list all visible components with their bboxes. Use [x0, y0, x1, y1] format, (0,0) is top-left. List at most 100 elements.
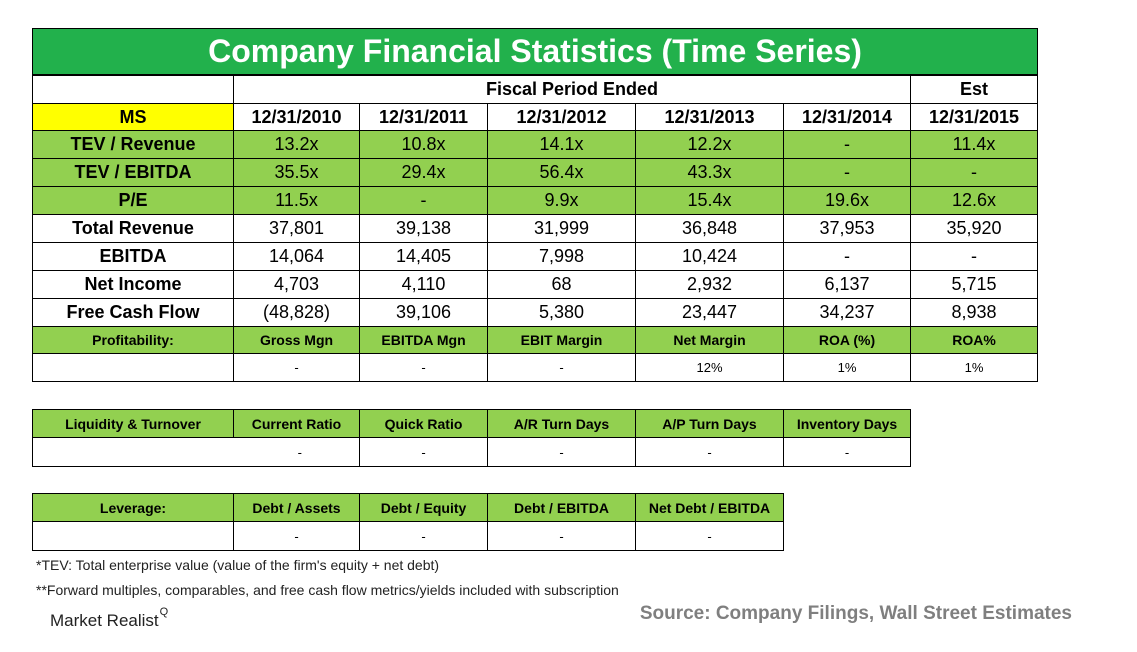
tev-footnote: *TEV: Total enterprise value (value of t…	[36, 557, 440, 573]
leverage-label: Leverage:	[32, 493, 234, 522]
est-header: Est	[909, 74, 1039, 104]
table-cell: -	[487, 437, 636, 467]
leverage-value-row: - - - -	[32, 521, 784, 551]
table-cell: 19.6x	[783, 186, 911, 215]
table-cell: 5,715	[909, 270, 1039, 299]
table-cell: -	[359, 186, 488, 215]
row-label: Net Income	[32, 270, 234, 299]
table-cell: 37,801	[233, 214, 360, 243]
table-cell: (48,828)	[233, 298, 360, 327]
table-cell: 10.8x	[359, 130, 488, 159]
table-cell: 7,998	[487, 242, 636, 271]
table-cell: 12.2x	[635, 130, 784, 159]
table-cell: 11.4x	[909, 130, 1039, 159]
table-cell: 6,137	[783, 270, 911, 299]
column-header: Inventory Days	[783, 409, 911, 438]
table-row: Total Revenue 37,801 39,138 31,999 36,84…	[32, 214, 1039, 243]
table-cell: 14.1x	[487, 130, 636, 159]
table-cell: 5,380	[487, 298, 636, 327]
table-cell: -	[635, 521, 784, 551]
liquidity-header-row: Liquidity & Turnover Current Ratio Quick…	[32, 409, 911, 438]
table-cell: -	[359, 437, 488, 467]
date-header: 12/31/2014	[783, 103, 911, 131]
column-header: A/P Turn Days	[635, 409, 784, 438]
table-cell: -	[783, 158, 911, 187]
table-cell: -	[32, 437, 360, 467]
table-cell: -	[783, 242, 911, 271]
leverage-header-row: Leverage: Debt / Assets Debt / Equity De…	[32, 493, 784, 522]
row-label: TEV / Revenue	[32, 130, 234, 159]
table-cell: 56.4x	[487, 158, 636, 187]
logo-mark: Q	[159, 606, 169, 618]
table-cell: 35.5x	[233, 158, 360, 187]
column-header: Debt / EBITDA	[487, 493, 636, 522]
table-cell: 23,447	[635, 298, 784, 327]
blank-cell	[32, 521, 234, 551]
table-cell: 36,848	[635, 214, 784, 243]
row-label: TEV / EBITDA	[32, 158, 234, 187]
column-header: ROA (%)	[783, 326, 911, 354]
table-cell: 12%	[635, 353, 784, 382]
table-cell: 2,932	[635, 270, 784, 299]
profitability-header-row: Profitability: Gross Mgn EBITDA Mgn EBIT…	[32, 326, 1039, 354]
column-header: Net Debt / EBITDA	[635, 493, 784, 522]
table-cell: 4,110	[359, 270, 488, 299]
table-cell: -	[909, 242, 1039, 271]
source-caption: Source: Company Filings, Wall Street Est…	[639, 603, 1072, 624]
table-cell: 1%	[909, 353, 1039, 382]
column-header: Debt / Assets	[233, 493, 360, 522]
table-cell: 15.4x	[635, 186, 784, 215]
column-header: Gross Mgn	[233, 326, 360, 354]
table-cell: -	[783, 130, 911, 159]
date-header: 12/31/2010	[233, 103, 360, 131]
table-cell: 9.9x	[487, 186, 636, 215]
table-cell: -	[233, 353, 360, 382]
liquidity-value-row: - - - - -	[32, 437, 911, 467]
table-cell: 14,405	[359, 242, 488, 271]
table-cell: 68	[487, 270, 636, 299]
fiscal-period-header: Fiscal Period Ended	[233, 74, 911, 104]
table-cell: -	[635, 437, 784, 467]
table-cell: 37,953	[783, 214, 911, 243]
table-row: EBITDA 14,064 14,405 7,998 10,424 - -	[32, 242, 1039, 271]
column-header: Net Margin	[635, 326, 784, 354]
liquidity-label: Liquidity & Turnover	[32, 409, 234, 438]
row-label: P/E	[32, 186, 234, 215]
table-cell: 43.3x	[635, 158, 784, 187]
table-cell: -	[487, 353, 636, 382]
table-cell: 35,920	[909, 214, 1039, 243]
row-label: Free Cash Flow	[32, 298, 234, 327]
financial-statistics-table: Company Financial Statistics (Time Serie…	[31, 28, 1039, 382]
table-cell: 14,064	[233, 242, 360, 271]
table-cell: 39,106	[359, 298, 488, 327]
table-row: P/E 11.5x - 9.9x 15.4x 19.6x 12.6x	[32, 186, 1039, 215]
row-label: EBITDA	[32, 242, 234, 271]
date-header: 12/31/2011	[359, 103, 488, 131]
liquidity-table: Liquidity & Turnover Current Ratio Quick…	[32, 409, 911, 467]
table-cell: 10,424	[635, 242, 784, 271]
table-cell: -	[233, 521, 360, 551]
table-cell: -	[783, 437, 911, 467]
blank-cell	[32, 353, 234, 382]
forward-footnote: **Forward multiples, comparables, and fr…	[36, 582, 619, 598]
date-header: 12/31/2012	[487, 103, 636, 131]
table-cell: -	[487, 521, 636, 551]
market-realist-logo: Market RealistQ	[50, 606, 168, 631]
table-cell: 8,938	[909, 298, 1039, 327]
logo-text: Market Realist	[50, 611, 159, 630]
column-header: A/R Turn Days	[487, 409, 636, 438]
table-cell: -	[909, 158, 1039, 187]
column-header: Quick Ratio	[359, 409, 488, 438]
date-header: 12/31/2013	[635, 103, 784, 131]
table-cell: -	[359, 353, 488, 382]
profitability-value-row: - - - 12% 1% 1%	[32, 353, 1039, 382]
table-cell: 39,138	[359, 214, 488, 243]
column-header: EBIT Margin	[487, 326, 636, 354]
leverage-table: Leverage: Debt / Assets Debt / Equity De…	[32, 493, 784, 551]
table-row: Net Income 4,703 4,110 68 2,932 6,137 5,…	[32, 270, 1039, 299]
column-header: Debt / Equity	[359, 493, 488, 522]
table-row: TEV / Revenue 13.2x 10.8x 14.1x 12.2x - …	[32, 130, 1039, 159]
table-cell: 12.6x	[909, 186, 1039, 215]
table-row: TEV / EBITDA 35.5x 29.4x 56.4x 43.3x - -	[32, 158, 1039, 187]
table-cell: -	[359, 521, 488, 551]
